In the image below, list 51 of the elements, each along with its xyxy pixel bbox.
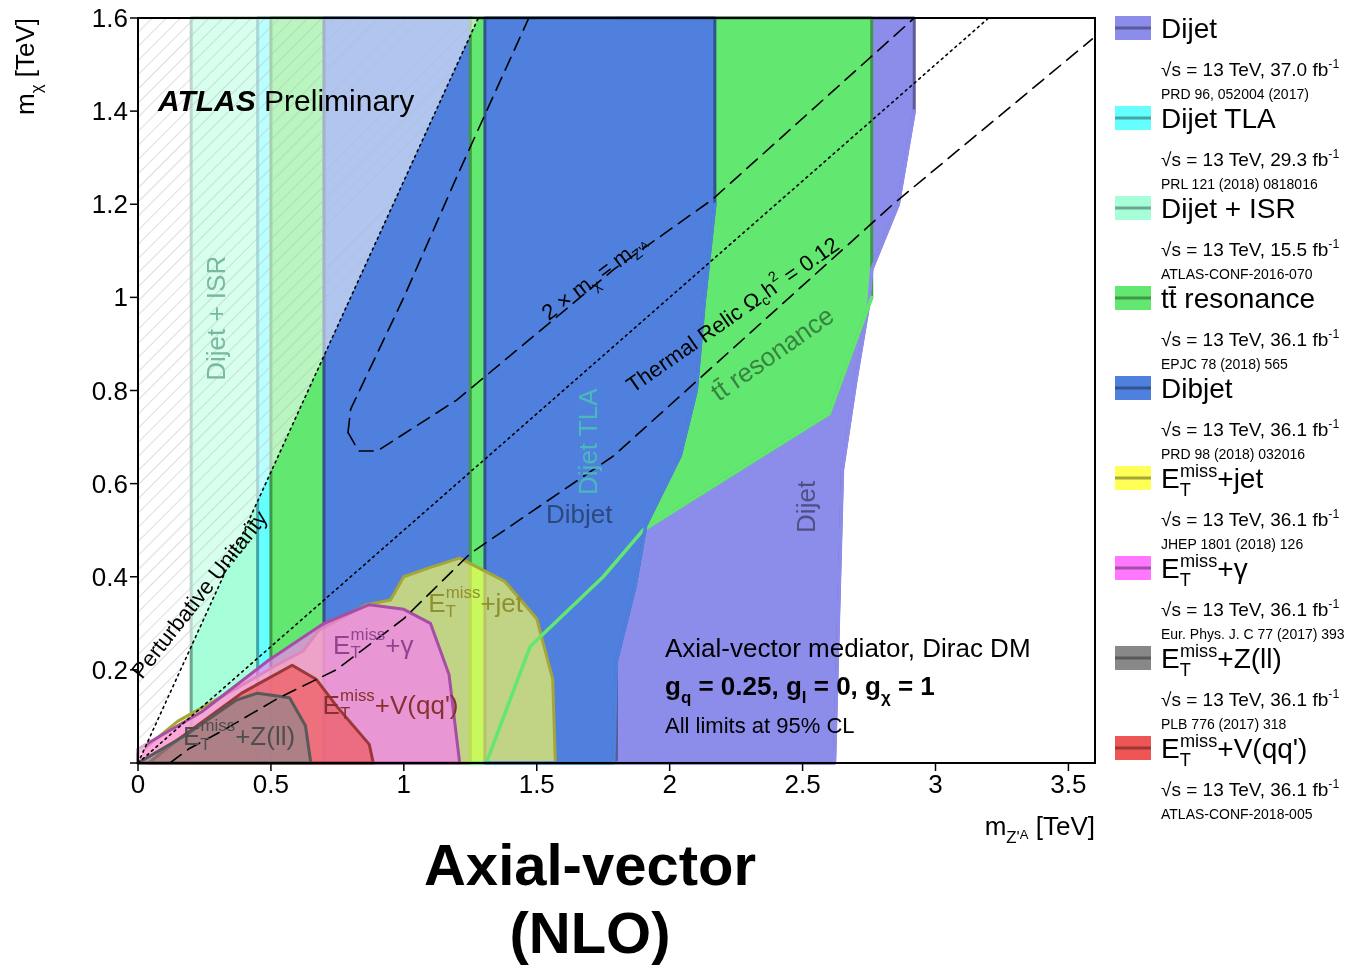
annotation: Axial-vector mediator, Dirac DM bbox=[665, 633, 1031, 663]
x-axis-title: m$_{Z'}$$_{A}$ [TeV] bbox=[984, 811, 1095, 847]
x-tick-label: 3.5 bbox=[1050, 769, 1087, 799]
text: √s = 13 TeV, 29.3 fb$^{-1}$ bbox=[1161, 147, 1340, 170]
legend-label: Dijet bbox=[1161, 13, 1218, 44]
annotation: Dijet + ISR bbox=[200, 255, 231, 381]
y-tick-label: 1.2 bbox=[91, 189, 128, 220]
y-tick-label: 1 bbox=[113, 282, 128, 313]
text: PRD 96, 052004 (2017) bbox=[1161, 86, 1309, 102]
x-tick-label: 0 bbox=[130, 769, 146, 799]
y-tick-label: 0.2 bbox=[91, 654, 128, 685]
text: PRL 121 (2018) 0818016 bbox=[1161, 176, 1318, 192]
annotation: Dijet TLA bbox=[572, 387, 603, 495]
y-tick-label: 1.6 bbox=[91, 3, 128, 33]
text: √s = 13 TeV, 36.1 fb$^{-1}$ bbox=[1161, 687, 1340, 710]
annotation: All limits at 95% CL bbox=[665, 713, 855, 738]
annotation: E$_{T}$$^{miss}$+jet bbox=[428, 583, 524, 621]
text: √s = 13 TeV, 36.1 fb$^{-1}$ bbox=[1161, 327, 1340, 350]
x-tick-label: 3 bbox=[928, 769, 943, 799]
text: √s = 13 TeV, 36.1 fb$^{-1}$ bbox=[1161, 777, 1340, 800]
text: √s = 13 TeV, 15.5 fb$^{-1}$ bbox=[1161, 237, 1340, 260]
text: PLB 776 (2017) 318 bbox=[1161, 716, 1287, 732]
annotation: E$_{T}$$^{miss}$+γ bbox=[333, 625, 414, 663]
x-tick-label: 2 bbox=[662, 769, 677, 799]
legend-label: Dijet + ISR bbox=[1161, 193, 1296, 224]
text: √s = 13 TeV, 36.1 fb$^{-1}$ bbox=[1161, 507, 1340, 530]
annotation: Dijet bbox=[790, 480, 821, 533]
text: PRD 98 (2018) 032016 bbox=[1161, 446, 1306, 462]
text: Eur. Phys. J. C 77 (2017) 393 bbox=[1161, 626, 1345, 642]
legend-label: Dijet TLA bbox=[1161, 103, 1276, 134]
y-tick-label: 0.4 bbox=[91, 561, 128, 592]
y-tick-label: 0.8 bbox=[91, 375, 128, 406]
text: ATLAS-CONF-2016-070 bbox=[1161, 266, 1313, 282]
legend-label: Dibjet bbox=[1161, 373, 1233, 404]
y-tick-label: 0.6 bbox=[91, 468, 128, 499]
annotation: Dibjet bbox=[546, 499, 614, 530]
legend-label: tt̄ resonance bbox=[1161, 283, 1316, 314]
y-tick-label: 1.4 bbox=[91, 96, 128, 127]
x-tick-label: 0.5 bbox=[252, 769, 289, 799]
text: ATLAS-CONF-2018-005 bbox=[1161, 806, 1313, 822]
text: √s = 13 TeV, 36.1 fb$^{-1}$ bbox=[1161, 417, 1340, 440]
x-tick-label: 1 bbox=[396, 769, 412, 799]
text: EPJC 78 (2018) 565 bbox=[1161, 356, 1289, 372]
annotation: g$_{q}$ = 0.25, g$_{l}$ = 0, g$_{χ}$ = 1 bbox=[665, 671, 935, 707]
text: √s = 13 TeV, 37.0 fb$^{-1}$ bbox=[1161, 57, 1340, 80]
x-tick-label: 1.5 bbox=[518, 769, 555, 799]
x-tick-label: 2.5 bbox=[784, 769, 821, 799]
text: √s = 13 TeV, 36.1 fb$^{-1}$ bbox=[1161, 597, 1340, 620]
text: JHEP 1801 (2018) 126 bbox=[1161, 536, 1304, 552]
text: Axial-vector (NLO) bbox=[423, 832, 757, 965]
annotation: ATLAS Preliminary bbox=[157, 84, 415, 118]
